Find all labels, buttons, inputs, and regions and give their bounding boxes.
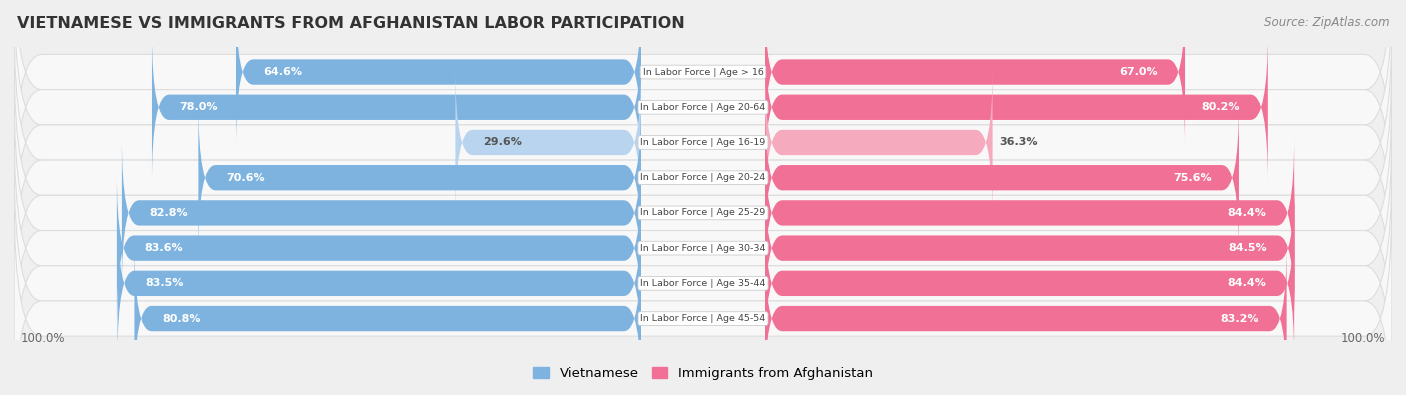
- Text: Source: ZipAtlas.com: Source: ZipAtlas.com: [1264, 16, 1389, 29]
- Text: 84.4%: 84.4%: [1227, 278, 1267, 288]
- Text: In Labor Force | Age 20-24: In Labor Force | Age 20-24: [640, 173, 766, 182]
- FancyBboxPatch shape: [14, 195, 1392, 395]
- Text: 80.8%: 80.8%: [162, 314, 201, 324]
- FancyBboxPatch shape: [236, 0, 641, 147]
- Text: 100.0%: 100.0%: [21, 333, 66, 346]
- FancyBboxPatch shape: [765, 102, 1239, 253]
- FancyBboxPatch shape: [765, 137, 1294, 288]
- FancyBboxPatch shape: [765, 32, 1268, 182]
- Text: In Labor Force | Age 16-19: In Labor Force | Age 16-19: [640, 138, 766, 147]
- Text: 83.5%: 83.5%: [145, 278, 183, 288]
- Text: 84.5%: 84.5%: [1229, 243, 1267, 253]
- FancyBboxPatch shape: [14, 0, 1392, 195]
- FancyBboxPatch shape: [118, 208, 641, 359]
- Text: In Labor Force | Age 20-64: In Labor Force | Age 20-64: [640, 103, 766, 112]
- FancyBboxPatch shape: [14, 90, 1392, 336]
- Text: 67.0%: 67.0%: [1119, 67, 1157, 77]
- Text: 83.2%: 83.2%: [1220, 314, 1258, 324]
- FancyBboxPatch shape: [122, 137, 641, 288]
- Text: 75.6%: 75.6%: [1173, 173, 1212, 183]
- Text: 36.3%: 36.3%: [1000, 137, 1038, 147]
- Text: 29.6%: 29.6%: [484, 137, 522, 147]
- FancyBboxPatch shape: [14, 160, 1392, 395]
- FancyBboxPatch shape: [152, 32, 641, 182]
- FancyBboxPatch shape: [765, 173, 1295, 324]
- Text: 100.0%: 100.0%: [1340, 333, 1385, 346]
- FancyBboxPatch shape: [456, 67, 641, 218]
- FancyBboxPatch shape: [765, 243, 1286, 394]
- Text: 70.6%: 70.6%: [226, 173, 264, 183]
- FancyBboxPatch shape: [765, 208, 1294, 359]
- FancyBboxPatch shape: [765, 67, 993, 218]
- Text: In Labor Force | Age 35-44: In Labor Force | Age 35-44: [640, 279, 766, 288]
- Text: In Labor Force | Age 45-54: In Labor Force | Age 45-54: [640, 314, 766, 323]
- FancyBboxPatch shape: [14, 125, 1392, 371]
- Text: 80.2%: 80.2%: [1202, 102, 1240, 112]
- FancyBboxPatch shape: [135, 243, 641, 394]
- FancyBboxPatch shape: [765, 0, 1185, 147]
- Text: 78.0%: 78.0%: [180, 102, 218, 112]
- Legend: Vietnamese, Immigrants from Afghanistan: Vietnamese, Immigrants from Afghanistan: [527, 362, 879, 386]
- Text: 83.6%: 83.6%: [145, 243, 183, 253]
- FancyBboxPatch shape: [117, 173, 641, 324]
- FancyBboxPatch shape: [198, 102, 641, 253]
- Text: 82.8%: 82.8%: [149, 208, 188, 218]
- FancyBboxPatch shape: [14, 55, 1392, 301]
- Text: In Labor Force | Age 25-29: In Labor Force | Age 25-29: [640, 209, 766, 217]
- Text: 84.4%: 84.4%: [1227, 208, 1267, 218]
- Text: VIETNAMESE VS IMMIGRANTS FROM AFGHANISTAN LABOR PARTICIPATION: VIETNAMESE VS IMMIGRANTS FROM AFGHANISTA…: [17, 16, 685, 31]
- Text: In Labor Force | Age > 16: In Labor Force | Age > 16: [643, 68, 763, 77]
- FancyBboxPatch shape: [14, 0, 1392, 231]
- Text: In Labor Force | Age 30-34: In Labor Force | Age 30-34: [640, 244, 766, 253]
- FancyBboxPatch shape: [14, 19, 1392, 266]
- Text: 64.6%: 64.6%: [263, 67, 302, 77]
